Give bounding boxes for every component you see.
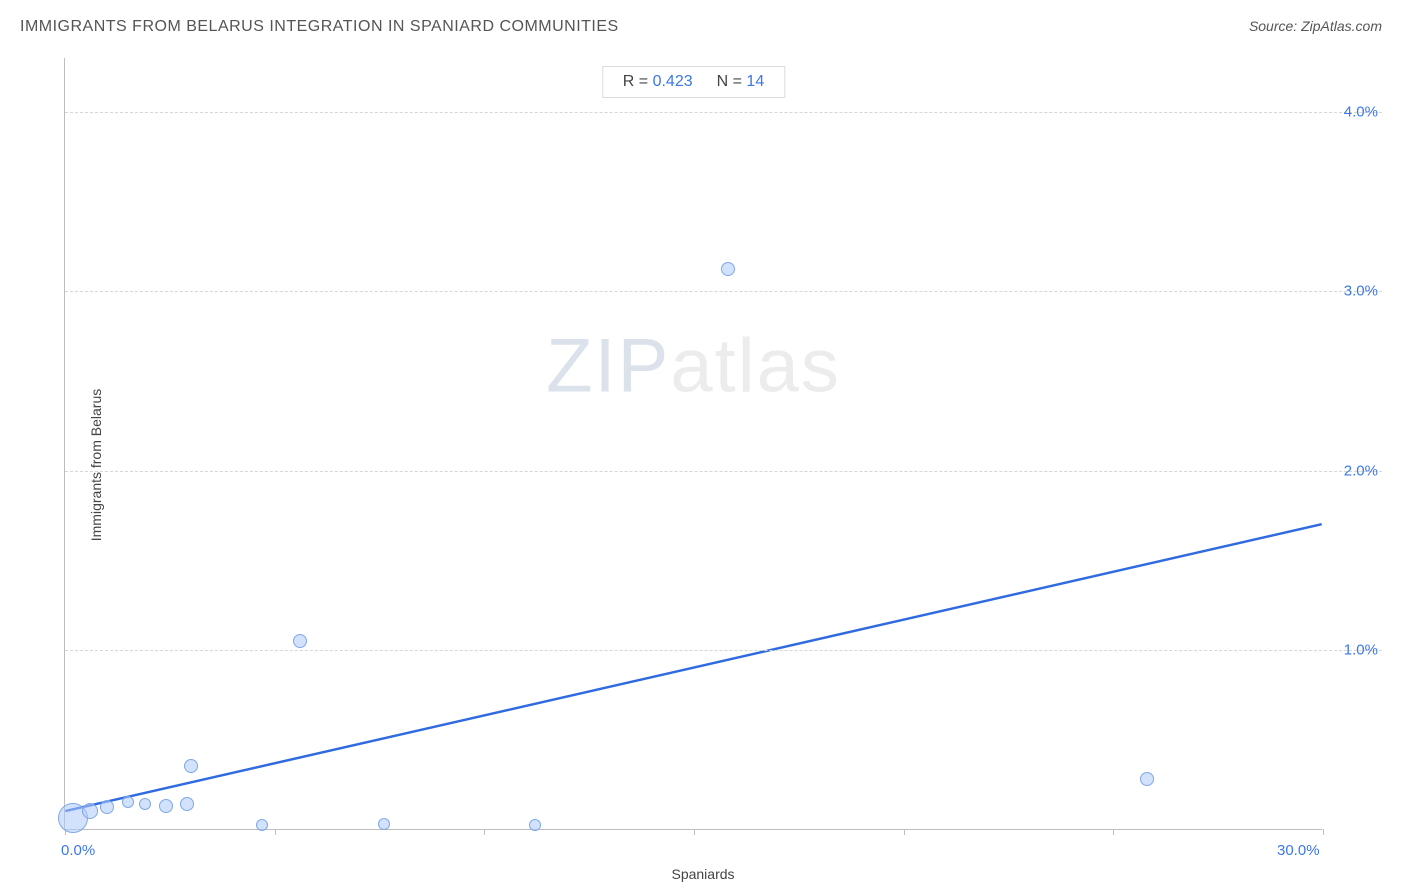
x-tick [275, 829, 276, 835]
gridline [65, 291, 1382, 292]
x-axis-label: Spaniards [671, 866, 734, 882]
x-tick [904, 829, 905, 835]
stats-r: R = 0.423 [623, 73, 693, 91]
stats-n-value: 14 [746, 73, 764, 90]
data-point [82, 803, 98, 819]
plot-area: ZIPatlas R = 0.423 N = 14 1.0%2.0%3.0%4.… [64, 58, 1322, 830]
data-point [180, 797, 194, 811]
chart-title: IMMIGRANTS FROM BELARUS INTEGRATION IN S… [20, 18, 1386, 36]
watermark-atlas: atlas [670, 324, 841, 409]
source-attribution: Source: ZipAtlas.com [1249, 18, 1382, 34]
x-tick [1113, 829, 1114, 835]
gridline [65, 650, 1382, 651]
y-tick-label: 2.0% [1344, 462, 1378, 479]
data-point [529, 819, 541, 831]
data-point [159, 799, 173, 813]
data-point [378, 818, 390, 830]
data-point [256, 819, 268, 831]
y-tick-label: 1.0% [1344, 642, 1378, 659]
trend-line [65, 524, 1321, 811]
data-point [122, 796, 134, 808]
chart-container: Immigrants from Belarus Spaniards ZIPatl… [20, 50, 1386, 880]
watermark-zip: ZIP [546, 324, 670, 409]
stats-box: R = 0.423 N = 14 [602, 66, 785, 98]
data-point [293, 634, 307, 648]
data-point [721, 262, 735, 276]
gridline [65, 471, 1382, 472]
stats-r-label: R = [623, 73, 648, 90]
x-tick-label: 0.0% [61, 842, 95, 859]
gridline [65, 112, 1382, 113]
stats-n: N = 14 [717, 73, 765, 91]
stats-r-value: 0.423 [653, 73, 693, 90]
trend-line-svg [65, 58, 1322, 829]
y-tick-label: 3.0% [1344, 283, 1378, 300]
stats-n-label: N = [717, 73, 742, 90]
watermark: ZIPatlas [546, 323, 841, 410]
x-tick-label: 30.0% [1277, 842, 1320, 859]
y-tick-label: 4.0% [1344, 103, 1378, 120]
data-point [184, 759, 198, 773]
data-point [1140, 772, 1154, 786]
x-tick [694, 829, 695, 835]
x-tick [484, 829, 485, 835]
data-point [100, 800, 114, 814]
data-point [139, 798, 151, 810]
x-tick [1323, 829, 1324, 835]
